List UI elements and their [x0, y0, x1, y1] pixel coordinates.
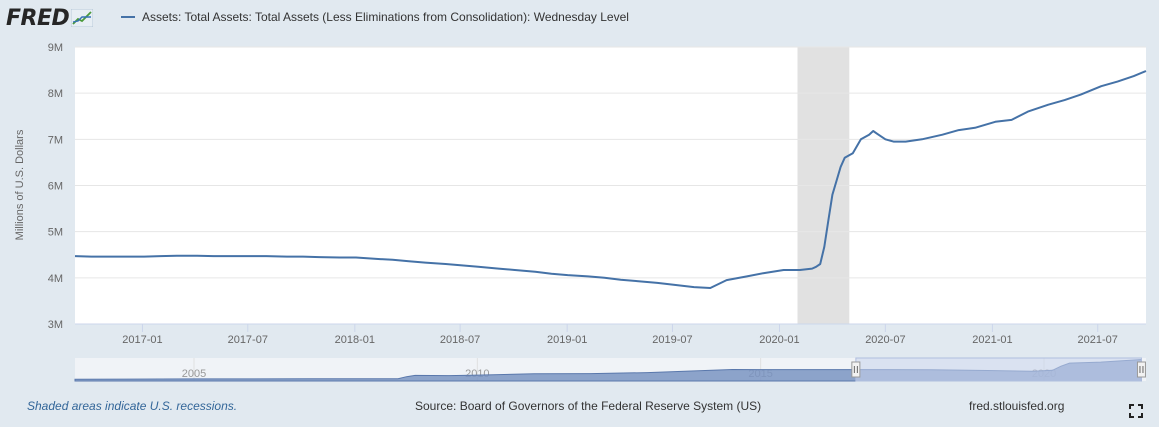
x-tick-label: 2017-01	[122, 334, 162, 346]
y-axis-ticks: 3M 4M 5M 6M 7M 8M 9M	[48, 42, 63, 331]
logo-text: FRED	[6, 5, 70, 31]
x-tick-label: 2018-07	[440, 334, 480, 346]
chart-header: FRED Assets: Total Assets: Total Assets …	[0, 0, 1159, 36]
x-tick-label: 2019-07	[652, 334, 692, 346]
series-line	[74, 70, 1147, 289]
navigator-handle-left[interactable]	[851, 361, 861, 378]
x-tick-label: 2021-01	[972, 334, 1012, 346]
x-tick-label: 2018-01	[335, 334, 375, 346]
legend-swatch	[121, 16, 135, 18]
x-tick-label: 2020-01	[759, 334, 799, 346]
y-axis-label: Millions of U.S. Dollars	[14, 129, 26, 240]
chart-line-icon	[71, 9, 94, 27]
y-tick-label: 3M	[48, 319, 63, 331]
y-tick-label: 9M	[48, 42, 63, 54]
handle-body	[1136, 361, 1146, 378]
y-tick-label: 6M	[48, 181, 63, 193]
navigator-handle-right[interactable]	[1136, 361, 1146, 378]
series-layer	[74, 70, 1147, 289]
y-tick-label: 8M	[48, 88, 63, 100]
handle-body	[851, 361, 861, 378]
y-tick-label: 5M	[48, 227, 63, 239]
x-tick-label: 2020-07	[865, 334, 905, 346]
recession-note[interactable]: Shaded areas indicate U.S. recessions.	[27, 399, 238, 413]
site-link[interactable]: fred.stlouisfed.org	[969, 399, 1065, 413]
x-tick-label: 2017-07	[228, 334, 268, 346]
y-tick-label: 4M	[48, 273, 63, 285]
chart: 3M 4M 5M 6M 7M 8M 9M 2017-01 2017-07 2018-01 2018…	[14, 42, 1147, 382]
source-text: Source: Board of Governors of the Federa…	[415, 399, 762, 413]
fred-logo[interactable]: FRED	[6, 4, 94, 32]
legend-series-label: Assets: Total Assets: Total Assets (Less…	[142, 10, 629, 24]
expand-icon[interactable]	[1129, 404, 1143, 418]
navigator-selection-window[interactable]	[855, 357, 1142, 382]
navigator-tick-label: 2005	[182, 368, 206, 380]
x-tick-label: 2021-07	[1078, 334, 1118, 346]
navigator[interactable]: 2005201020152020	[74, 357, 1146, 382]
chart-legend[interactable]: Assets: Total Assets: Total Assets (Less…	[121, 10, 629, 24]
x-tick-label: 2019-01	[547, 334, 587, 346]
y-tick-label: 7M	[48, 134, 63, 146]
x-axis-ticks: 2017-01 2017-07 2018-01 2018-07 2019-01 2019-…	[75, 323, 1146, 346]
